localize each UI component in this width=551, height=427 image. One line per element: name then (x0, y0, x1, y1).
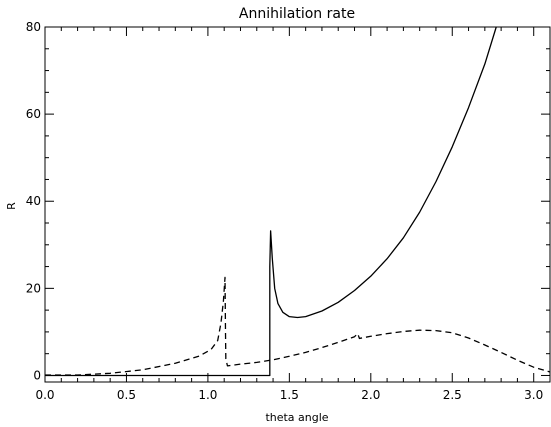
solid-series-line (45, 26, 497, 377)
y-tick-label: 60 (26, 107, 41, 121)
x-tick-label: 1.0 (198, 388, 217, 402)
x-tick-label: 3.0 (524, 388, 543, 402)
y-tick-label: 20 (26, 281, 41, 295)
y-tick-label: 40 (26, 194, 41, 208)
x-tick-label: 2.5 (443, 388, 462, 402)
plot-frame (44, 26, 551, 383)
plot-series (45, 26, 551, 377)
x-tick-label: 2.0 (361, 388, 380, 402)
chart-title: Annihilation rate (239, 6, 355, 22)
dashed-series-line (45, 276, 551, 376)
x-tick-label: 1.5 (280, 388, 299, 402)
axis-ticks: 0.0 0.5 1.0 1.5 2.0 2.5 3.0 0 20 40 60 80 (26, 20, 551, 402)
x-tick-label: 0.5 (117, 388, 136, 402)
y-axis-label: R (5, 202, 18, 210)
x-tick-label: 0.0 (35, 388, 54, 402)
y-tick-label: 0 (33, 368, 41, 382)
y-tick-label: 80 (26, 20, 41, 34)
x-axis-label: theta angle (265, 411, 328, 424)
